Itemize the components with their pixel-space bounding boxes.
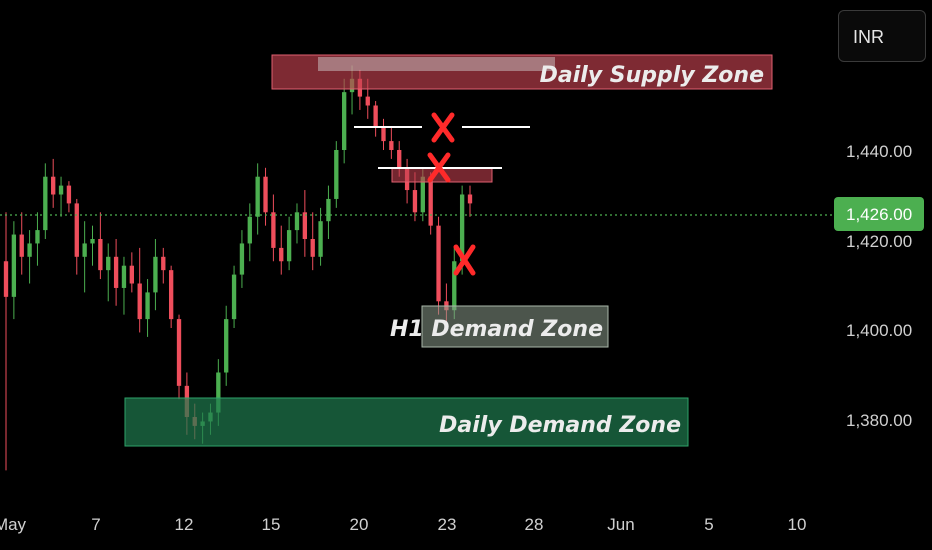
x-mark-1	[431, 112, 455, 143]
candle-body	[302, 212, 308, 239]
candle-body	[145, 292, 150, 320]
candle-body	[279, 247, 284, 262]
candle-body	[129, 265, 134, 284]
y-tick-1440: 1,440.00	[846, 142, 912, 161]
x-tick-23: 23	[438, 515, 457, 534]
candle-body	[271, 212, 276, 248]
candle-body	[224, 319, 229, 373]
candle-body	[263, 176, 268, 213]
last-price-tag: 1,426.00	[834, 197, 924, 231]
candle-body	[467, 194, 473, 204]
x-tick-20: 20	[350, 515, 369, 534]
x-tick-7: 7	[91, 515, 100, 534]
candle-body	[82, 243, 87, 257]
candle-body	[294, 212, 300, 231]
candle-body	[74, 203, 79, 257]
candle-body	[231, 274, 237, 320]
y-tick-1380: 1,380.00	[846, 411, 912, 430]
last-price-label: 1,426.00	[846, 205, 912, 224]
candle-body	[420, 176, 425, 213]
h1-demand-zone[interactable]: H1 Demand Zone	[390, 305, 609, 348]
x-tick-jun: Jun	[607, 515, 634, 534]
h1-demand-zone-label: H1 Demand Zone	[390, 317, 603, 342]
candle-body	[397, 150, 402, 168]
daily-demand-zone[interactable]: Daily Demand Zone	[124, 397, 689, 447]
candle-body	[318, 221, 323, 257]
x-tick-may: May	[0, 515, 27, 534]
candle-body	[428, 176, 433, 226]
candle-body	[51, 176, 56, 195]
x-tick-10: 10	[788, 515, 807, 534]
daily-supply-zone-label: Daily Supply Zone	[540, 63, 764, 88]
candle-body	[161, 256, 166, 271]
candle-body	[3, 261, 9, 297]
candle-body	[58, 185, 64, 195]
y-tick-1420: 1,420.00	[846, 232, 912, 251]
candle-body	[342, 92, 347, 150]
candle-body	[27, 243, 32, 257]
x-tick-12: 12	[175, 515, 194, 534]
candle-body	[176, 319, 182, 386]
candle-body	[286, 230, 292, 262]
daily-supply-zone[interactable]: Daily Supply Zone	[271, 54, 773, 90]
candle-body	[412, 190, 418, 213]
candle-body	[365, 96, 370, 106]
candle-body	[436, 225, 441, 302]
candle-body	[153, 256, 158, 293]
candle-body	[113, 256, 119, 288]
candle-body	[326, 198, 331, 222]
daily-demand-zone-label: Daily Demand Zone	[439, 413, 681, 438]
candle-body	[452, 261, 457, 311]
x-mark-2	[427, 152, 451, 183]
candle-body	[381, 127, 386, 142]
x-tick-5: 5	[704, 515, 713, 534]
candle-body	[43, 176, 48, 231]
candle-body	[137, 283, 142, 320]
candle-body	[373, 105, 378, 128]
candle-body	[121, 265, 127, 288]
candle-body	[389, 141, 394, 150]
candle-body	[19, 234, 24, 257]
candle-body	[35, 230, 40, 244]
candle-body	[98, 239, 103, 271]
candle-body	[106, 256, 111, 271]
candle-body	[255, 176, 260, 217]
x-mark-3	[453, 244, 476, 276]
candle-body	[90, 239, 95, 244]
candle-body	[334, 150, 339, 199]
candle-body	[239, 243, 245, 275]
candle-body	[216, 372, 221, 413]
candle-body	[11, 234, 17, 297]
candle-body	[459, 194, 465, 262]
candle-body	[168, 270, 174, 320]
currency-selector-button[interactable]: INR	[838, 10, 926, 62]
candle-body	[247, 216, 252, 244]
y-tick-1400: 1,400.00	[846, 321, 912, 340]
candle-body	[66, 185, 72, 204]
candle-body	[310, 239, 315, 257]
x-tick-15: 15	[262, 515, 281, 534]
x-tick-28: 28	[525, 515, 544, 534]
